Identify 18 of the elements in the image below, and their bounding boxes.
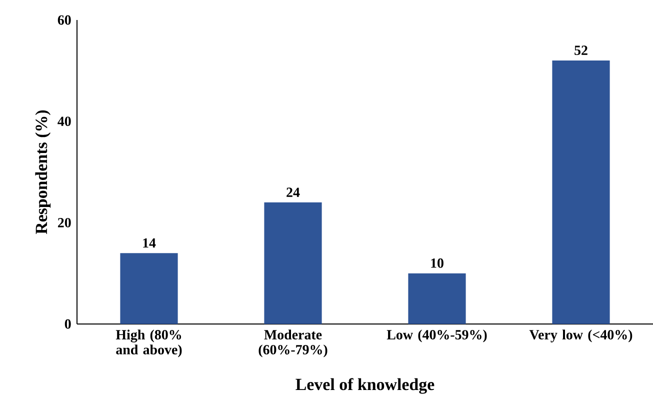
x-tick-label: Moderate (60%-79%) xyxy=(258,330,328,358)
x-tick-label: Very low (<40%) xyxy=(529,330,632,342)
data-label: 10 xyxy=(431,258,444,268)
x-axis-title: Level of knowledge xyxy=(296,378,434,394)
data-label: 14 xyxy=(143,238,156,248)
y-tick-label: 40 xyxy=(58,116,71,126)
data-label: 24 xyxy=(286,188,300,197)
bar xyxy=(264,202,322,324)
y-tick-label: 60 xyxy=(58,15,71,25)
bar xyxy=(120,253,178,324)
y-tick-label: 0 xyxy=(64,319,71,329)
bar xyxy=(552,60,610,324)
bar xyxy=(408,273,466,324)
y-axis-title: Respondents (%) xyxy=(35,110,51,234)
x-tick-label: Low (40%-59%) xyxy=(386,330,487,342)
y-tick-label: 20 xyxy=(58,218,71,228)
x-tick-label: High (80% and above) xyxy=(116,330,182,358)
data-label: 52 xyxy=(574,46,588,56)
